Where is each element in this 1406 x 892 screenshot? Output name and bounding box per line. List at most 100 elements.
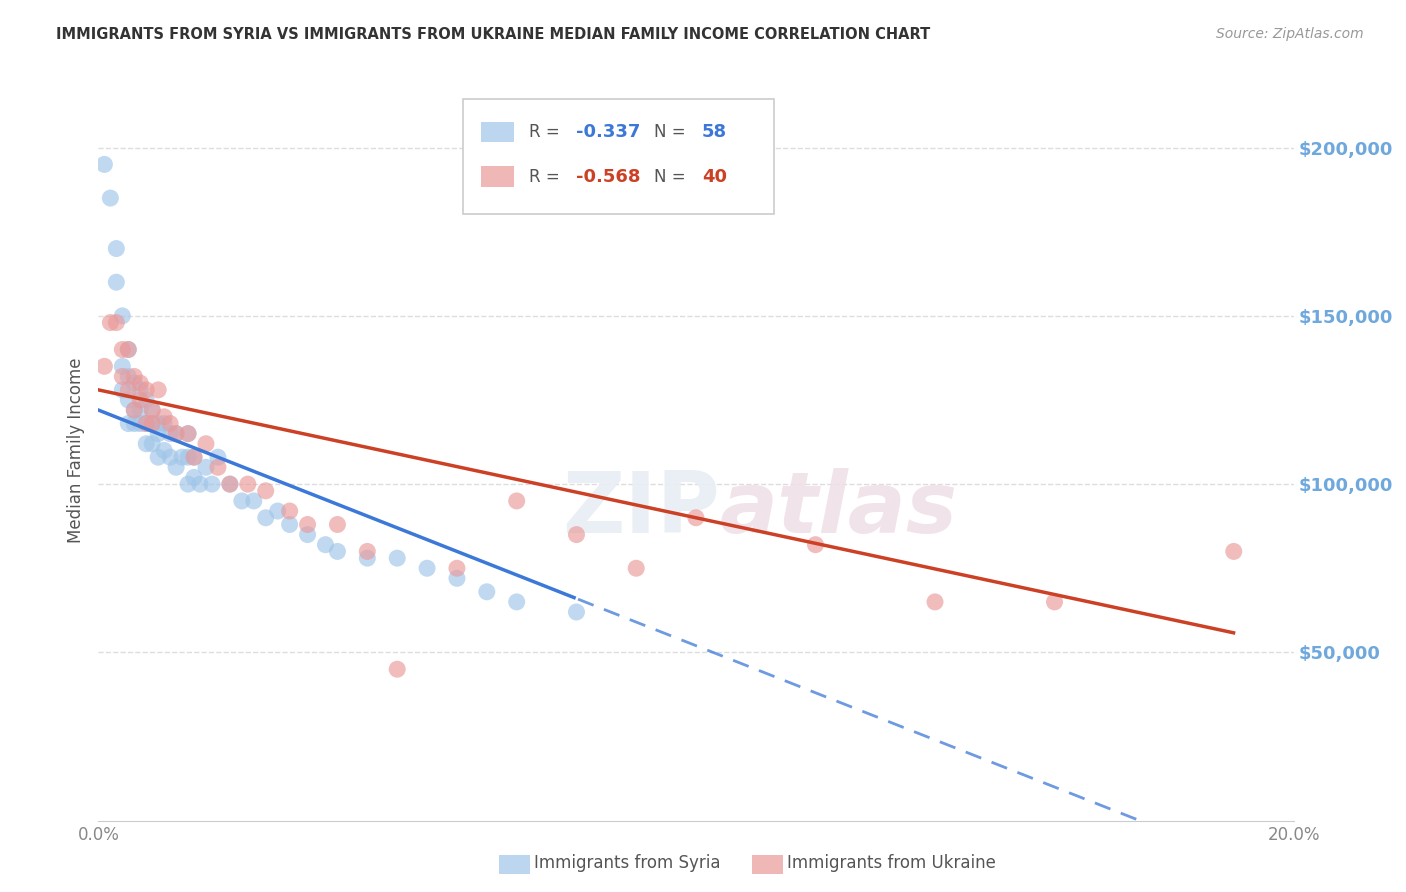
- Point: [111, 369, 134, 384]
- Point: [804, 538, 827, 552]
- Point: [356, 551, 378, 566]
- Point: [446, 571, 468, 585]
- Point: [326, 517, 349, 532]
- Text: atlas: atlas: [720, 468, 957, 551]
- Point: [148, 417, 170, 431]
- Point: [124, 403, 146, 417]
- Point: [105, 275, 128, 289]
- Point: [141, 403, 163, 417]
- Point: [267, 504, 290, 518]
- Point: [124, 403, 146, 417]
- Text: ZIP: ZIP: [562, 468, 720, 551]
- Point: [117, 417, 139, 431]
- Text: N =: N =: [654, 168, 690, 186]
- Point: [159, 450, 181, 465]
- Point: [135, 392, 157, 407]
- Point: [201, 477, 224, 491]
- Point: [278, 517, 301, 532]
- Point: [105, 242, 128, 256]
- Text: R =: R =: [529, 123, 565, 141]
- Point: [207, 460, 229, 475]
- Point: [129, 403, 152, 417]
- Point: [159, 417, 181, 431]
- Point: [177, 426, 200, 441]
- Text: IMMIGRANTS FROM SYRIA VS IMMIGRANTS FROM UKRAINE MEDIAN FAMILY INCOME CORRELATIO: IMMIGRANTS FROM SYRIA VS IMMIGRANTS FROM…: [56, 27, 931, 42]
- Point: [129, 383, 152, 397]
- Point: [243, 494, 266, 508]
- Point: [105, 316, 128, 330]
- FancyBboxPatch shape: [463, 99, 773, 213]
- Point: [153, 417, 176, 431]
- Point: [98, 191, 122, 205]
- Text: -0.568: -0.568: [576, 168, 641, 186]
- Text: 40: 40: [702, 168, 727, 186]
- Point: [148, 383, 170, 397]
- Text: N =: N =: [654, 123, 690, 141]
- Point: [297, 527, 319, 541]
- Point: [188, 477, 211, 491]
- Point: [165, 426, 187, 441]
- Point: [207, 450, 229, 465]
- Point: [219, 477, 242, 491]
- FancyBboxPatch shape: [481, 121, 515, 143]
- Point: [117, 369, 139, 384]
- Point: [297, 517, 319, 532]
- Point: [475, 584, 498, 599]
- Point: [231, 494, 253, 508]
- Point: [195, 436, 218, 450]
- Point: [356, 544, 378, 558]
- Point: [685, 510, 707, 524]
- Point: [183, 450, 205, 465]
- Point: [278, 504, 301, 518]
- Point: [141, 417, 163, 431]
- Point: [506, 494, 529, 508]
- Point: [195, 460, 218, 475]
- Point: [111, 359, 134, 374]
- Point: [183, 470, 205, 484]
- Point: [1223, 544, 1246, 558]
- Text: R =: R =: [529, 168, 565, 186]
- Point: [506, 595, 529, 609]
- Point: [385, 662, 409, 676]
- Point: [124, 369, 146, 384]
- Point: [111, 309, 134, 323]
- Point: [93, 359, 115, 374]
- Point: [117, 383, 139, 397]
- Point: [565, 605, 588, 619]
- Point: [177, 450, 200, 465]
- Point: [219, 477, 242, 491]
- Point: [153, 409, 176, 424]
- Text: 58: 58: [702, 123, 727, 141]
- Point: [111, 343, 134, 357]
- Point: [129, 392, 152, 407]
- Point: [148, 450, 170, 465]
- Point: [1043, 595, 1066, 609]
- Point: [111, 383, 134, 397]
- Point: [117, 343, 139, 357]
- Point: [117, 392, 139, 407]
- Point: [315, 538, 337, 552]
- Point: [626, 561, 648, 575]
- FancyBboxPatch shape: [481, 166, 515, 187]
- Point: [446, 561, 468, 575]
- Point: [385, 551, 409, 566]
- Point: [135, 417, 157, 431]
- Point: [165, 460, 187, 475]
- Point: [135, 383, 157, 397]
- Text: Immigrants from Syria: Immigrants from Syria: [534, 855, 721, 872]
- Point: [148, 426, 170, 441]
- Point: [236, 477, 259, 491]
- Point: [254, 510, 277, 524]
- Point: [141, 436, 163, 450]
- Point: [416, 561, 439, 575]
- Point: [117, 343, 139, 357]
- Text: -0.337: -0.337: [576, 123, 641, 141]
- Point: [135, 436, 157, 450]
- Text: Immigrants from Ukraine: Immigrants from Ukraine: [787, 855, 997, 872]
- Point: [172, 450, 194, 465]
- Point: [98, 316, 122, 330]
- Point: [135, 417, 157, 431]
- Point: [254, 483, 277, 498]
- Point: [124, 376, 146, 391]
- Point: [141, 417, 163, 431]
